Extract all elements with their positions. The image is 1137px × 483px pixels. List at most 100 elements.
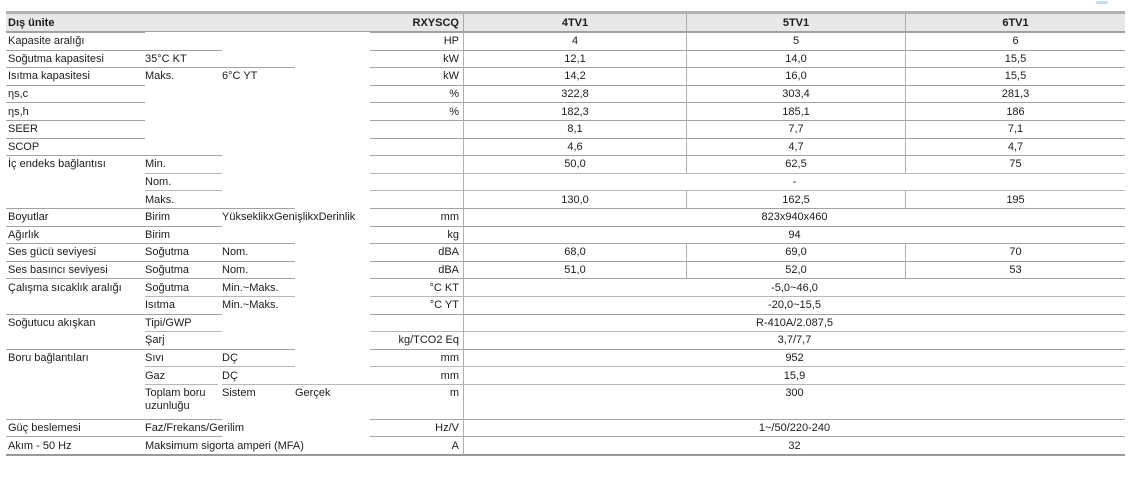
row-sublabel-2: Nom.: [222, 260, 295, 279]
table-body: Kapasite aralığı HP 4 5 6 Soğutma kapasitesi 3…: [6, 32, 1125, 457]
table-row: SCOP 4,6 4,7 4,7: [6, 137, 1125, 156]
table-row: Güç beslemesi Faz/Frekans/Gerilim Hz/V 1~/5…: [6, 418, 1125, 437]
value-cell: 186: [905, 102, 1125, 120]
row-label: Soğutucu akışkan: [6, 313, 145, 332]
row-label: Isıtma kapasitesi: [6, 67, 145, 85]
value-cell: 5: [686, 32, 905, 50]
row-label: Ağırlık: [6, 225, 145, 244]
row-unit: dBA: [370, 243, 463, 261]
value-cell: 7,1: [905, 119, 1125, 138]
table-row: SEER 8,1 7,7 7,1: [6, 119, 1125, 138]
row-label: Güç beslemesi: [6, 418, 145, 437]
row-sublabel-1: Maks.: [145, 190, 222, 208]
row-unit: [370, 137, 463, 156]
table-row: Şarj kg/TCO2 Eq 3,7/7,7: [6, 331, 1125, 349]
value-cell: 70: [905, 243, 1125, 261]
row-unit: mm: [370, 207, 463, 226]
table-row: Toplam boru uzunluğu Sistem Gerçek m 300: [6, 383, 1125, 419]
table-header-row: Dış ünite RXYSCQ 4TV1 5TV1 6TV1: [6, 11, 1125, 32]
value-cell: 15,5: [905, 67, 1125, 85]
row-sublabel-2: Nom.: [222, 243, 295, 261]
row-sublabel-1: Min.: [145, 155, 222, 173]
value-cell: 281,3: [905, 84, 1125, 103]
row-sublabel-2: DÇ: [222, 348, 295, 367]
row-label: Çalışma sıcaklık aralığı: [6, 278, 145, 296]
row-unit: mm: [370, 366, 463, 384]
row-sublabel-2: DÇ: [222, 366, 295, 384]
row-sublabel-2: Min.~Maks.: [222, 295, 295, 314]
value-cell: 130,0: [463, 190, 686, 208]
table-row: Soğutucu akışkan Tipi/GWP R-410A/2.087,5: [6, 313, 1125, 332]
value-cell: 68,0: [463, 243, 686, 261]
value-cell: 4,6: [463, 137, 686, 156]
row-unit: %: [370, 102, 463, 120]
header-model-5tv1: 5TV1: [686, 14, 905, 31]
table-row: Ses basıncı seviyesi Soğutma Nom. dBA 51,0 52…: [6, 260, 1125, 279]
row-unit: m: [370, 383, 463, 419]
row-sublabel-1: Sıvı: [145, 348, 222, 367]
row-label: SCOP: [6, 137, 145, 156]
row-sublabel-1: Soğutma: [145, 260, 222, 279]
page-artifact: [1096, 1, 1108, 4]
row-sublabel-1: Şarj: [145, 331, 222, 349]
merged-value-cell: -5,0~46,0: [463, 278, 1125, 296]
table-row: Isıtma Min.~Maks. °C YT -20,0~15,5: [6, 295, 1125, 314]
row-sublabel-1: Birim: [145, 207, 222, 226]
merged-value-cell: R-410A/2.087,5: [463, 313, 1125, 332]
row-sublabel-1: 35°C KT: [145, 49, 222, 68]
value-cell: 4,7: [905, 137, 1125, 156]
header-outdoor-unit-label: Dış ünite: [8, 16, 55, 29]
row-sublabel-1: Nom.: [145, 172, 222, 191]
merged-value-cell: 823x940x460: [463, 207, 1125, 226]
row-label: Boru bağlantıları: [6, 348, 145, 367]
row-sublabel-1: Maksimum sigorta amperi (MFA): [145, 436, 304, 454]
row-unit: mm: [370, 348, 463, 367]
merged-value-cell: 3,7/7,7: [463, 331, 1125, 349]
row-unit: Hz/V: [370, 418, 463, 437]
value-cell: 6: [905, 32, 1125, 50]
row-label: [6, 190, 145, 208]
row-label: [6, 366, 145, 384]
row-sublabel-2: Min.~Maks.: [222, 278, 295, 296]
table-row: İç endeks bağlantısı Min. 50,0 62,5 75: [6, 155, 1125, 173]
table-row: Kapasite aralığı HP 4 5 6: [6, 32, 1125, 50]
value-cell: 15,5: [905, 49, 1125, 68]
value-cell: 50,0: [463, 155, 686, 173]
value-cell: 185,1: [686, 102, 905, 120]
value-cell: 4,7: [686, 137, 905, 156]
value-cell: 8,1: [463, 119, 686, 138]
value-cell: 303,4: [686, 84, 905, 103]
value-cell: 62,5: [686, 155, 905, 173]
value-cell: 14,2: [463, 67, 686, 85]
value-cell: 69,0: [686, 243, 905, 261]
row-unit: kg/TCO2 Eq: [370, 331, 463, 349]
value-cell: 75: [905, 155, 1125, 173]
header-model-6tv1: 6TV1: [905, 14, 1125, 31]
header-model-4tv1: 4TV1: [463, 14, 686, 31]
row-unit: A: [370, 436, 463, 454]
row-unit: kW: [370, 67, 463, 85]
merged-value-cell: 952: [463, 348, 1125, 367]
row-sublabel-1: Gaz: [145, 366, 222, 384]
row-label: Kapasite aralığı: [6, 32, 145, 50]
row-label: ηs,h: [6, 102, 145, 120]
value-cell: 52,0: [686, 260, 905, 279]
row-sublabel-1: Isıtma: [145, 295, 222, 314]
value-cell: 53: [905, 260, 1125, 279]
row-unit: HP: [370, 32, 463, 50]
row-unit: °C YT: [370, 295, 463, 314]
table-row: Maks. 130,0 162,5 195: [6, 190, 1125, 208]
row-label: Ses gücü seviyesi: [6, 243, 145, 261]
row-label: Soğutma kapasitesi: [6, 49, 145, 68]
value-cell: 322,8: [463, 84, 686, 103]
row-sublabel-1: Faz/Frekans/Gerilim: [145, 418, 244, 437]
row-unit: kW: [370, 49, 463, 68]
merged-value-cell: 94: [463, 225, 1125, 244]
row-sublabel-1: Birim: [145, 225, 222, 244]
row-label: [6, 384, 145, 419]
value-cell: 16,0: [686, 67, 905, 85]
row-sublabel-1: Soğutma: [145, 243, 222, 261]
table-row: Çalışma sıcaklık aralığı Soğutma Min.~Maks…: [6, 278, 1125, 296]
row-unit: [370, 190, 463, 208]
